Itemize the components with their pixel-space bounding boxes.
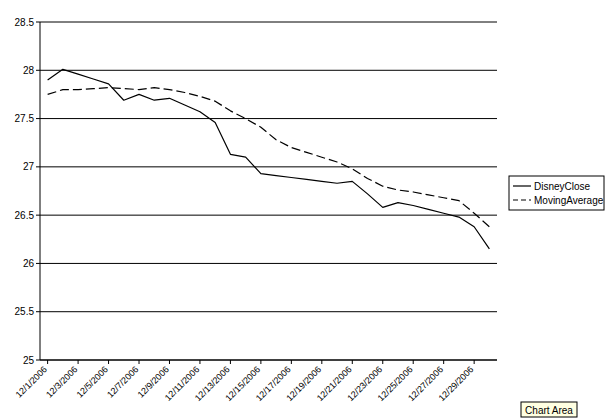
y-tick-label: 28	[23, 65, 35, 76]
y-tick-label: 27	[23, 161, 35, 172]
y-tick	[36, 215, 40, 216]
y-tick-label: 26	[23, 258, 35, 269]
y-tick-label: 25.5	[15, 306, 35, 317]
x-tick	[230, 360, 231, 364]
x-tick	[108, 360, 109, 364]
y-tick	[36, 22, 40, 23]
grid-line	[40, 118, 497, 119]
legend-swatch	[513, 185, 531, 186]
y-tick	[36, 118, 40, 119]
x-tick-label: 12/7/2006	[105, 364, 140, 399]
grid-line	[40, 70, 497, 71]
y-tick	[36, 263, 40, 264]
plot-data	[48, 69, 490, 249]
y-tick	[36, 311, 40, 312]
x-tick	[443, 360, 444, 364]
grid-line	[40, 22, 497, 23]
tooltip-box	[521, 402, 577, 417]
x-tick	[291, 360, 292, 364]
grid-line	[40, 311, 497, 312]
x-tick	[382, 360, 383, 364]
tooltip-text: Chart Area	[525, 405, 573, 416]
x-tick	[199, 360, 200, 364]
x-tick	[260, 360, 261, 364]
y-tick-label: 28.5	[15, 17, 35, 28]
x-tick	[352, 360, 353, 364]
y-tick-label: 26.5	[15, 210, 35, 221]
grid-line	[40, 263, 497, 264]
x-tick-label: 12/1/2006	[14, 364, 49, 399]
grid-line	[40, 215, 497, 216]
x-tick	[169, 360, 170, 364]
x-tick-label: 12/29/2006	[437, 364, 476, 403]
background	[0, 0, 606, 418]
legend-label: MovingAverage	[534, 195, 604, 206]
legend-label: DisneyClose	[534, 181, 591, 192]
x-tick-label: 12/3/2006	[44, 364, 79, 399]
x-tick	[78, 360, 79, 364]
x-tick	[413, 360, 414, 364]
y-tick-label: 27.5	[15, 113, 35, 124]
x-tick	[474, 360, 475, 364]
y-tick	[36, 360, 40, 361]
y-tick-label: 25	[23, 355, 35, 366]
grid-line	[40, 166, 497, 167]
legend-box	[509, 176, 604, 210]
x-tick	[139, 360, 140, 364]
series-line	[48, 88, 490, 227]
y-tick	[36, 166, 40, 167]
x-tick-label: 12/5/2006	[75, 364, 110, 399]
x-tick	[321, 360, 322, 364]
series-line	[48, 69, 490, 249]
x-tick	[47, 360, 48, 364]
legend-swatch	[513, 199, 531, 200]
chart: 25 25.5 26 26.5 27 27.5 28 28.5 12/1/200612/3/20…	[0, 0, 606, 418]
y-tick	[36, 70, 40, 71]
y-axis	[40, 22, 41, 360]
